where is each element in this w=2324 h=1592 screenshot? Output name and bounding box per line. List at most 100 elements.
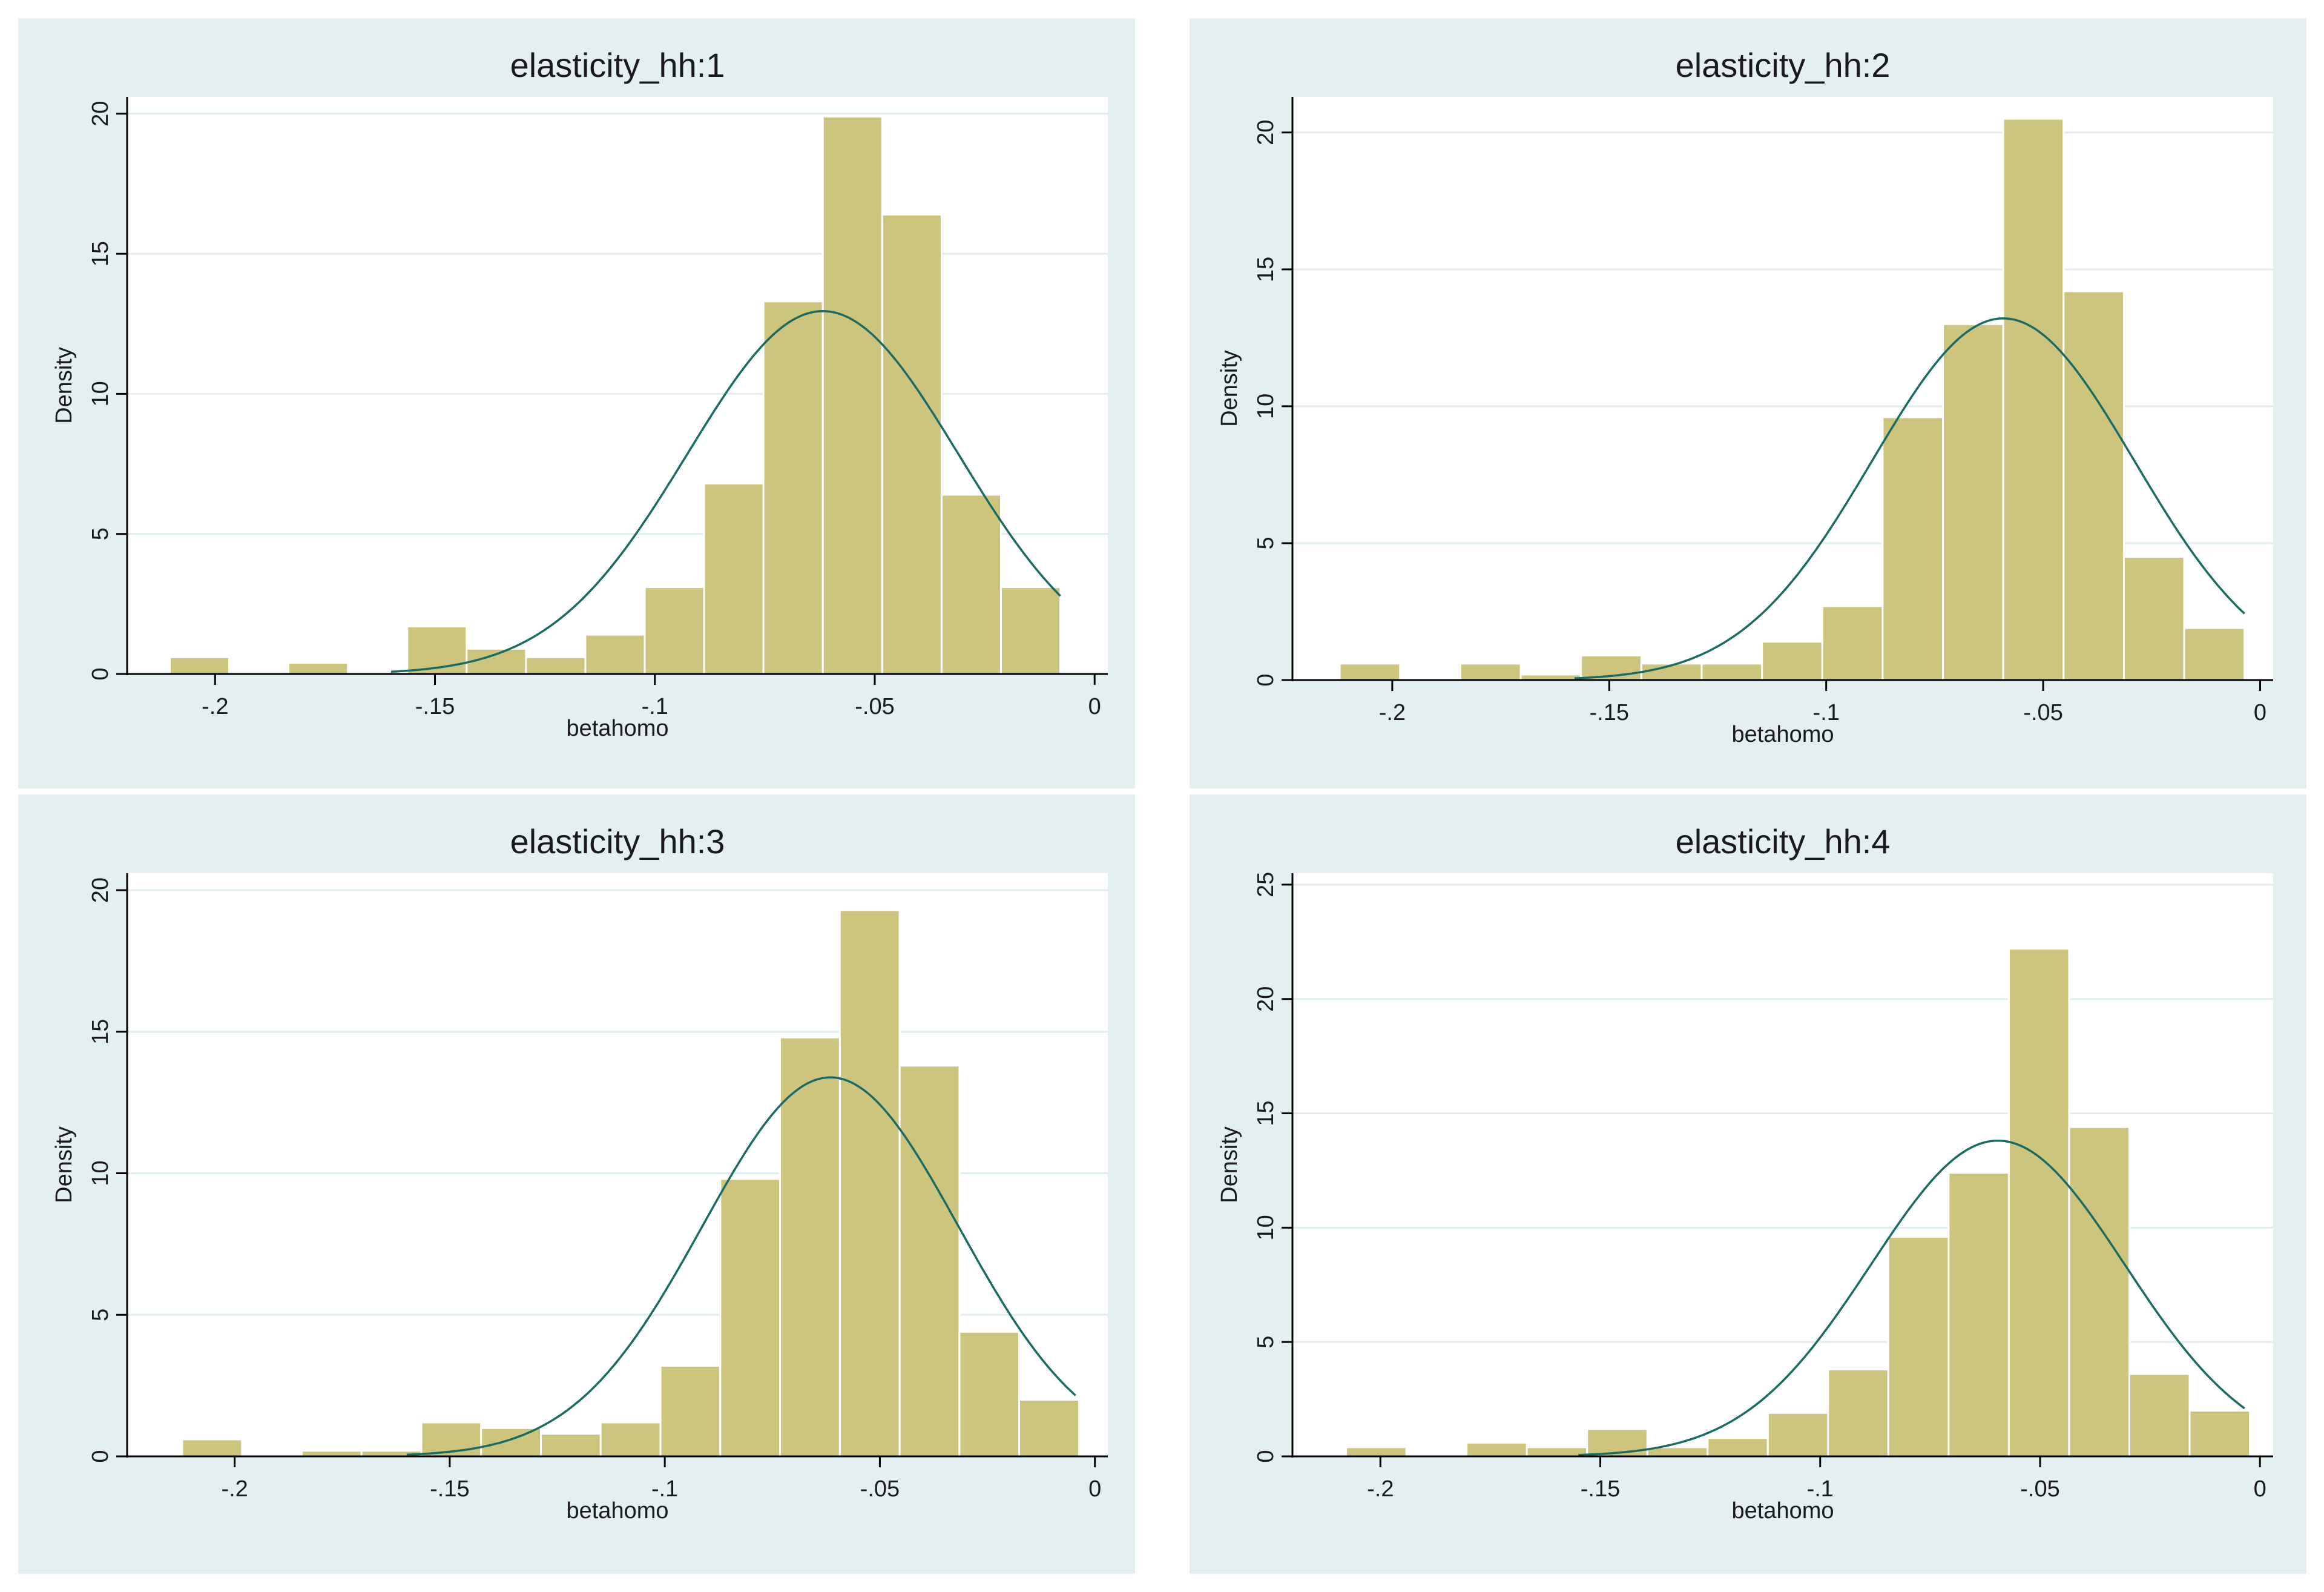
histogram-bar bbox=[821, 115, 883, 675]
y-tick-label: 10 bbox=[88, 381, 113, 406]
x-tick-label: -.05 bbox=[860, 1476, 900, 1502]
y-tick-label: 15 bbox=[88, 241, 113, 266]
histogram-bar bbox=[288, 661, 349, 675]
normal-density-curve bbox=[1574, 317, 2245, 679]
histogram-bar bbox=[2183, 627, 2246, 681]
histogram-bar bbox=[2128, 1373, 2191, 1458]
histogram-bar bbox=[779, 1036, 841, 1458]
y-tick-label: 25 bbox=[1253, 872, 1279, 897]
x-axis-title: betahomo bbox=[566, 1498, 668, 1524]
histogram-bar bbox=[1821, 605, 1884, 681]
y-tick-label: 0 bbox=[88, 1450, 113, 1462]
histogram-bar bbox=[1338, 662, 1401, 681]
histogram-bar bbox=[1766, 1412, 1829, 1458]
x-tick-label: -.1 bbox=[1813, 700, 1840, 725]
histogram-bar bbox=[762, 300, 824, 675]
y-tick-label: 0 bbox=[88, 667, 113, 680]
panel-elasticity-hh-2: 0 5 10 15 20 -.2 -.15 -.1 -.05 0 betahomo Density el… bbox=[1190, 18, 2306, 788]
y-tick-label: 5 bbox=[88, 527, 113, 540]
histogram-bar bbox=[1761, 641, 1823, 681]
chart-title: elasticity_hh:1 bbox=[510, 46, 725, 84]
histogram-bar bbox=[1459, 662, 1522, 681]
x-tick-label: -.2 bbox=[1379, 700, 1406, 725]
histogram-bar bbox=[644, 586, 705, 675]
y-axis-title: Density bbox=[1217, 1126, 1242, 1203]
histogram-bar bbox=[999, 586, 1062, 675]
x-tick-label: -.15 bbox=[1581, 1476, 1620, 1502]
x-tick-label: 0 bbox=[1088, 694, 1101, 719]
y-tick-label: 15 bbox=[88, 1019, 113, 1045]
histogram-bar bbox=[2122, 556, 2185, 681]
y-tick-label: 0 bbox=[1253, 673, 1279, 686]
x-tick-label: 0 bbox=[1088, 1476, 1101, 1502]
histogram-bar bbox=[703, 482, 765, 675]
x-tick-label: -.05 bbox=[855, 694, 894, 719]
panel-elasticity-hh-4: 0 5 10 15 20 25 -.2 -.15 -.1 -.05 0 betahomo Density… bbox=[1190, 794, 2306, 1574]
y-tick-label: 10 bbox=[88, 1160, 113, 1186]
histogram-bar bbox=[168, 656, 231, 675]
x-tick-label: -.2 bbox=[202, 694, 228, 719]
y-tick-label: 10 bbox=[1253, 394, 1279, 419]
x-tick-label: -.1 bbox=[642, 694, 668, 719]
histogram-elasticity-hh-1: 0 5 10 15 20 -.2 -.15 -.1 -.05 0 betahomo Density el… bbox=[51, 46, 1108, 741]
x-tick-label: -.05 bbox=[2023, 700, 2062, 725]
histogram-bar bbox=[1887, 1235, 1950, 1458]
histogram-bar bbox=[1947, 1172, 2010, 1458]
histogram-bar bbox=[1018, 1399, 1080, 1458]
x-tick-label: -.15 bbox=[415, 694, 455, 719]
histogram-bar bbox=[881, 213, 943, 675]
histogram-bar bbox=[2007, 948, 2070, 1458]
histogram-bar bbox=[1707, 1437, 1769, 1458]
histogram-bar bbox=[1942, 323, 2004, 681]
histogram-bar bbox=[181, 1438, 243, 1458]
histogram-bar bbox=[1466, 1441, 1528, 1458]
histogram-bar bbox=[540, 1433, 602, 1458]
x-tick-label: 0 bbox=[2254, 1476, 2266, 1502]
chart-title: elasticity_hh:2 bbox=[1676, 46, 1891, 84]
histogram-bar bbox=[480, 1427, 542, 1458]
x-tick-label: -.2 bbox=[1367, 1476, 1394, 1502]
histogram-bar bbox=[719, 1178, 782, 1458]
histogram-bar bbox=[599, 1421, 662, 1458]
y-tick-label: 20 bbox=[1253, 986, 1279, 1012]
panel-elasticity-hh-1: 0 5 10 15 20 -.2 -.15 -.1 -.05 0 betahomo Density el… bbox=[18, 18, 1135, 788]
histogram-elasticity-hh-3: 0 5 10 15 20 -.2 -.15 -.1 -.05 0 betahomo Density el… bbox=[51, 822, 1108, 1524]
x-tick-label: -.15 bbox=[1590, 700, 1629, 725]
y-tick-label: 15 bbox=[1253, 257, 1279, 282]
histogram-elasticity-hh-4: 0 5 10 15 20 25 -.2 -.15 -.1 -.05 0 betahomo Density… bbox=[1217, 822, 2273, 1524]
panel-elasticity-hh-3: 0 5 10 15 20 -.2 -.15 -.1 -.05 0 betahomo Density el… bbox=[18, 794, 1135, 1574]
y-tick-label: 20 bbox=[88, 101, 113, 127]
normal-density-curve bbox=[390, 310, 1061, 673]
chart-title: elasticity_hh:4 bbox=[1676, 822, 1891, 860]
y-axis-title: Density bbox=[51, 347, 77, 424]
histogram-bar bbox=[1827, 1368, 1889, 1458]
histogram-bar bbox=[2062, 290, 2125, 681]
y-axis-title: Density bbox=[1217, 350, 1242, 427]
y-tick-label: 5 bbox=[1253, 537, 1279, 549]
x-tick-label: -.15 bbox=[430, 1476, 469, 1502]
x-tick-label: -.05 bbox=[2020, 1476, 2059, 1502]
y-tick-label: 5 bbox=[1253, 1336, 1279, 1349]
normal-density-curve bbox=[1578, 1139, 2245, 1456]
chart-title: elasticity_hh:3 bbox=[510, 822, 725, 860]
histogram-bar bbox=[1526, 1446, 1588, 1458]
histogram-bar bbox=[2002, 117, 2065, 681]
histogram-bar bbox=[958, 1330, 1021, 1458]
y-axis-title: Density bbox=[51, 1126, 77, 1203]
y-tick-label: 15 bbox=[1253, 1100, 1279, 1126]
histogram-bar bbox=[2188, 1409, 2251, 1458]
y-tick-label: 0 bbox=[1253, 1450, 1279, 1462]
histogram-bar bbox=[940, 494, 1002, 675]
normal-density-curve bbox=[406, 1076, 1076, 1456]
x-tick-label: -.1 bbox=[651, 1476, 678, 1502]
histogram-bar bbox=[584, 633, 646, 675]
x-tick-label: 0 bbox=[2254, 700, 2266, 725]
y-tick-label: 20 bbox=[88, 877, 113, 903]
y-tick-label: 10 bbox=[1253, 1215, 1279, 1240]
histogram-bar bbox=[1881, 416, 1944, 681]
histogram-bar bbox=[525, 656, 587, 675]
histogram-bar bbox=[898, 1065, 961, 1458]
x-axis-title: betahomo bbox=[566, 716, 668, 741]
x-tick-label: -.1 bbox=[1807, 1476, 1834, 1502]
x-axis-title: betahomo bbox=[1731, 722, 1834, 747]
